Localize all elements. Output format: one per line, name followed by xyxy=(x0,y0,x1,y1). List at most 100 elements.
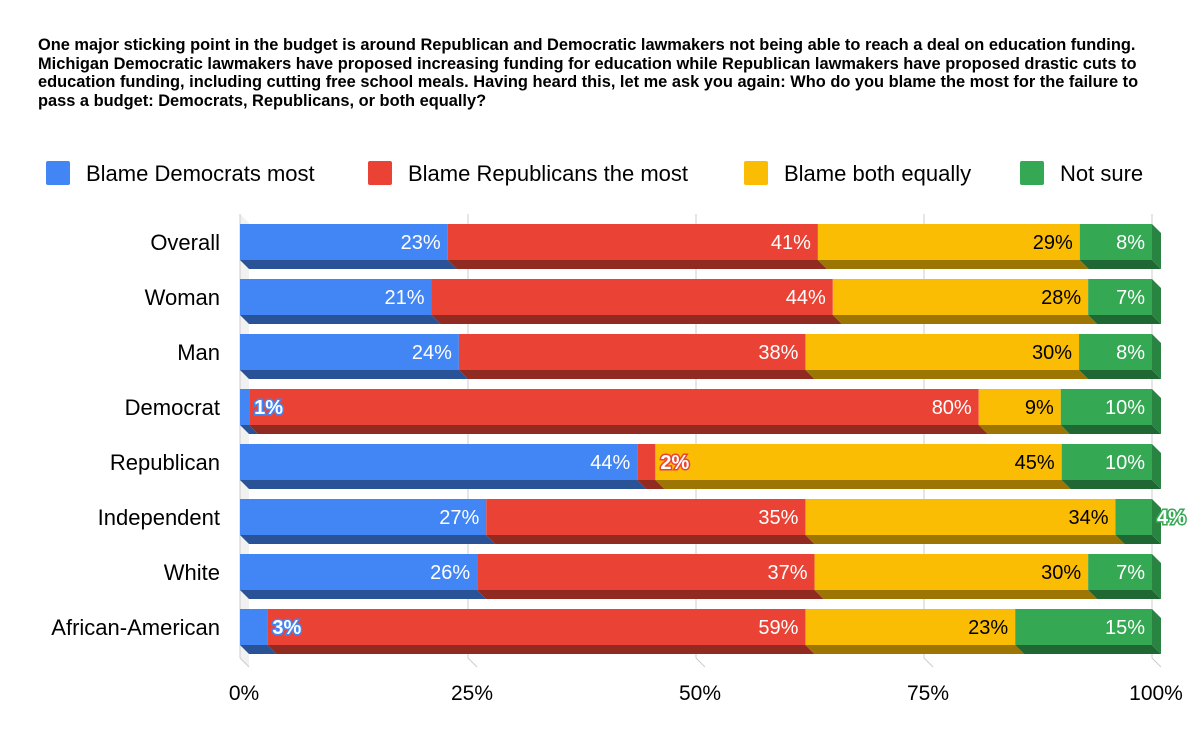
gridline-depth-1 xyxy=(467,657,478,668)
bar-7-1 xyxy=(267,609,806,645)
bar-depth-4-2 xyxy=(655,480,1071,489)
legend-label-1: Blame Republicans the most xyxy=(408,161,688,186)
bar-3-2 xyxy=(978,389,1061,425)
bar-depth-6-0 xyxy=(240,590,487,599)
category-label-4: Republican xyxy=(110,450,220,475)
bar-3-0 xyxy=(240,389,250,425)
bar-end-7 xyxy=(1152,609,1161,654)
legend-label-0: Blame Democrats most xyxy=(86,161,315,186)
bar-depth-5-3 xyxy=(1115,535,1161,544)
bar-depth-4-0 xyxy=(240,480,647,489)
value-label-0-2: 29% xyxy=(1033,232,1073,254)
bar-end-1 xyxy=(1152,279,1161,324)
bar-depth-6-1 xyxy=(477,590,824,599)
bar-depth-3-0 xyxy=(240,425,259,434)
value-label-7-0: 3% xyxy=(272,617,301,639)
bar-7-0 xyxy=(240,609,268,645)
bar-depth-1-1 xyxy=(431,315,842,324)
value-label-2-0: 24% xyxy=(412,342,452,364)
bar-end-6 xyxy=(1152,554,1161,599)
value-label-0-0: 23% xyxy=(401,232,441,254)
category-label-2: Man xyxy=(177,340,220,365)
bar-row-7: 3% 59% 23% 15% xyxy=(240,609,1161,654)
bar-5-1 xyxy=(486,499,806,535)
bar-0-1 xyxy=(447,224,818,260)
bar-3-1 xyxy=(249,389,979,425)
value-label-4-3: 10% xyxy=(1105,452,1145,474)
category-label-6: White xyxy=(164,560,220,585)
bar-5-2 xyxy=(805,499,1116,535)
value-label-4-1: 2% xyxy=(660,452,689,474)
value-label-3-3: 10% xyxy=(1105,397,1145,419)
bar-depth-7-0 xyxy=(240,645,277,654)
bar-1-1 xyxy=(431,279,833,315)
bar-1-3 xyxy=(1088,279,1152,315)
bar-4-2 xyxy=(655,444,1062,480)
x-axis-ticks: 0% 25% 50% 75% 100% xyxy=(229,682,1183,705)
bar-depth-3-3 xyxy=(1060,425,1161,434)
value-label-4-0: 44% xyxy=(590,452,630,474)
category-label-7: African-American xyxy=(51,615,220,640)
category-label-0: Overall xyxy=(150,230,220,255)
value-label-0-3: 8% xyxy=(1116,232,1145,254)
bar-5-3 xyxy=(1115,499,1152,535)
bar-depth-3-2 xyxy=(978,425,1070,434)
bar-depth-6-3 xyxy=(1088,590,1161,599)
bar-0-0 xyxy=(240,224,448,260)
bar-7-2 xyxy=(805,609,1016,645)
bar-depth-2-1 xyxy=(458,370,815,379)
value-label-5-1: 35% xyxy=(758,507,798,529)
bar-row-1: 21% 44% 28% 7% xyxy=(240,279,1161,324)
bar-5-0 xyxy=(240,499,487,535)
gridline-depth-0 xyxy=(239,657,250,668)
bar-4-0 xyxy=(240,444,638,480)
value-label-6-0: 26% xyxy=(430,562,470,584)
value-label-4-2: 45% xyxy=(1015,452,1055,474)
bar-end-3 xyxy=(1152,389,1161,434)
value-label-6-1: 37% xyxy=(768,562,808,584)
bar-row-3: 1% 80% 9% 10% xyxy=(240,389,1161,434)
value-label-1-3: 7% xyxy=(1116,287,1145,309)
x-tick-label-4: 100% xyxy=(1129,682,1183,705)
x-tick-label-3: 75% xyxy=(907,682,949,705)
value-label-3-1: 80% xyxy=(932,397,972,419)
value-label-7-2: 23% xyxy=(968,617,1008,639)
bars: 23% 41% 29% 8% 21% 44% 28% 7% 24% 38% 30% 8% 1% 80% 9%… xyxy=(240,224,1188,654)
bar-depth-0-2 xyxy=(817,260,1089,269)
x-tick-label-1: 25% xyxy=(451,682,493,705)
legend-swatch-3 xyxy=(1020,161,1044,185)
bar-depth-2-2 xyxy=(805,370,1089,379)
legend-swatch-2 xyxy=(744,161,768,185)
bar-2-3 xyxy=(1079,334,1152,370)
bar-depth-0-1 xyxy=(447,260,827,269)
bar-depth-4-3 xyxy=(1061,480,1161,489)
value-label-3-0: 1% xyxy=(254,397,283,419)
value-label-1-0: 21% xyxy=(384,287,424,309)
gridline-depth-3 xyxy=(923,657,934,668)
bar-6-0 xyxy=(240,554,478,590)
legend-label-3: Not sure xyxy=(1060,161,1143,186)
bar-row-2: 24% 38% 30% 8% xyxy=(240,334,1161,379)
bar-6-3 xyxy=(1088,554,1152,590)
bar-end-4 xyxy=(1152,444,1161,489)
gridline-depth-2 xyxy=(695,657,706,668)
legend-swatch-1 xyxy=(368,161,392,185)
value-label-6-2: 30% xyxy=(1041,562,1081,584)
bar-end-2 xyxy=(1152,334,1161,379)
bar-depth-1-0 xyxy=(240,315,441,324)
legend-swatch-0 xyxy=(46,161,70,185)
plot-side-wall xyxy=(240,214,249,667)
bar-row-4: 44% 2% 45% 10% xyxy=(240,444,1161,489)
value-label-1-1: 44% xyxy=(786,287,826,309)
bar-depth-0-3 xyxy=(1079,260,1161,269)
x-tick-label-2: 50% xyxy=(679,682,721,705)
value-label-2-2: 30% xyxy=(1032,342,1072,364)
bar-depth-7-3 xyxy=(1015,645,1161,654)
bar-2-2 xyxy=(805,334,1080,370)
bar-1-0 xyxy=(240,279,432,315)
bar-depth-7-1 xyxy=(267,645,815,654)
bar-7-3 xyxy=(1015,609,1152,645)
bar-depth-2-3 xyxy=(1079,370,1161,379)
bar-3-3 xyxy=(1060,389,1152,425)
